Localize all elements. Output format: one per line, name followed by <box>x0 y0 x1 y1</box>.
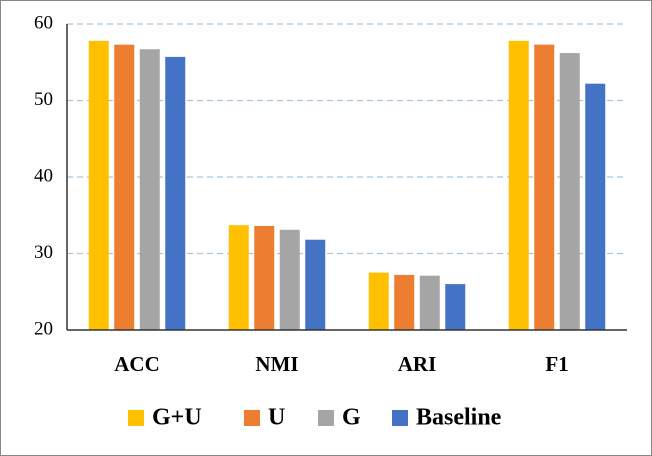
x-tick-label: ARI <box>398 352 437 376</box>
bar <box>394 274 415 330</box>
legend-swatch <box>244 410 260 426</box>
bar <box>508 40 529 330</box>
legend-label: U <box>268 405 285 431</box>
bar <box>585 83 606 330</box>
y-tick-label: 60 <box>34 12 53 33</box>
y-tick-label: 50 <box>34 89 53 110</box>
x-tick-label: F1 <box>545 352 568 376</box>
bar <box>368 272 389 330</box>
bar <box>445 284 466 330</box>
bar <box>305 239 326 330</box>
y-tick-label: 20 <box>34 318 53 339</box>
legend-swatch <box>318 410 334 426</box>
legend-swatch <box>392 410 408 426</box>
legend-label: G+U <box>152 405 202 431</box>
x-tick-label: NMI <box>255 352 298 376</box>
bar <box>139 49 160 331</box>
legend-label: Baseline <box>416 405 502 431</box>
y-tick-label: 40 <box>34 165 53 186</box>
bar <box>534 44 555 330</box>
bar <box>419 275 440 330</box>
legend-label: G <box>342 405 361 431</box>
bar <box>88 40 109 330</box>
bar <box>559 53 580 330</box>
bar <box>254 225 275 330</box>
x-tick-label: ACC <box>114 352 160 376</box>
bar <box>279 229 300 330</box>
y-tick-label: 30 <box>34 242 53 263</box>
bar <box>228 225 249 330</box>
bar <box>114 44 135 330</box>
legend-swatch <box>128 410 144 426</box>
bar <box>165 56 186 331</box>
